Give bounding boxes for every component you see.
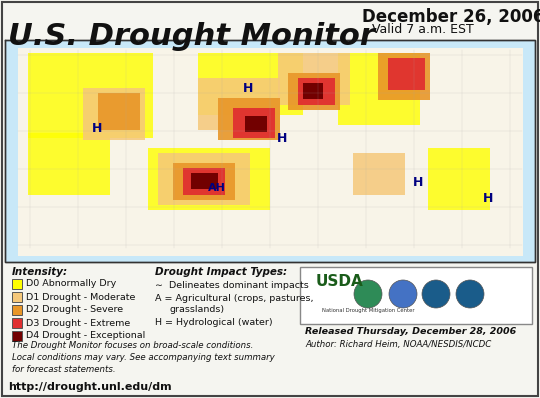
- Text: grasslands): grasslands): [169, 305, 224, 314]
- Text: Released Thursday, December 28, 2006: Released Thursday, December 28, 2006: [305, 327, 516, 336]
- Bar: [245, 116, 267, 132]
- Text: D0 Abnormally Dry: D0 Abnormally Dry: [26, 279, 116, 289]
- Circle shape: [422, 280, 450, 308]
- Text: Intensity:: Intensity:: [12, 267, 68, 277]
- Text: The Drought Monitor focuses on broad-scale conditions.
Local conditions may vary: The Drought Monitor focuses on broad-sca…: [12, 341, 275, 374]
- Text: December 26, 2006: December 26, 2006: [362, 8, 540, 26]
- Bar: [378, 53, 430, 100]
- Bar: [353, 153, 405, 195]
- Text: AH: AH: [208, 183, 226, 193]
- Bar: [5, 40, 535, 262]
- Text: H: H: [413, 176, 423, 189]
- Bar: [198, 78, 280, 130]
- Bar: [12, 331, 22, 341]
- Bar: [278, 53, 350, 105]
- Bar: [198, 53, 303, 115]
- Text: D4 Drought - Exceptional: D4 Drought - Exceptional: [26, 332, 145, 341]
- Bar: [173, 163, 235, 200]
- Bar: [300, 267, 532, 324]
- Text: U.S. Drought Monitor: U.S. Drought Monitor: [8, 22, 375, 51]
- Bar: [388, 58, 425, 90]
- Bar: [183, 168, 225, 195]
- Bar: [288, 73, 340, 110]
- Text: D2 Drought - Severe: D2 Drought - Severe: [26, 306, 123, 314]
- Text: H: H: [483, 191, 493, 205]
- Text: ∼  Delineates dominant impacts: ∼ Delineates dominant impacts: [155, 281, 309, 290]
- Bar: [428, 148, 490, 210]
- Bar: [18, 48, 523, 256]
- Text: H = Hydrological (water): H = Hydrological (water): [155, 318, 273, 327]
- Text: http://drought.unl.edu/dm: http://drought.unl.edu/dm: [8, 382, 172, 392]
- Bar: [303, 83, 323, 99]
- Bar: [83, 88, 145, 140]
- Bar: [12, 292, 22, 302]
- Text: Drought Impact Types:: Drought Impact Types:: [155, 267, 287, 277]
- Text: Valid 7 a.m. EST: Valid 7 a.m. EST: [372, 23, 474, 36]
- Bar: [191, 173, 218, 189]
- Text: A = Agricultural (crops, pastures,: A = Agricultural (crops, pastures,: [155, 294, 314, 303]
- Bar: [158, 153, 250, 205]
- Bar: [98, 93, 140, 130]
- Bar: [12, 318, 22, 328]
- Text: Author: Richard Heim, NOAA/NESDIS/NCDC: Author: Richard Heim, NOAA/NESDIS/NCDC: [305, 340, 491, 349]
- Bar: [28, 53, 153, 138]
- Circle shape: [354, 280, 382, 308]
- Text: D3 Drought - Extreme: D3 Drought - Extreme: [26, 318, 130, 328]
- Bar: [298, 78, 335, 105]
- Text: D1 Drought - Moderate: D1 Drought - Moderate: [26, 293, 136, 302]
- Bar: [12, 279, 22, 289]
- Bar: [218, 98, 280, 140]
- Text: H: H: [243, 82, 253, 94]
- Text: H: H: [92, 121, 102, 135]
- Circle shape: [389, 280, 417, 308]
- Circle shape: [456, 280, 484, 308]
- Bar: [338, 53, 420, 125]
- Text: H: H: [277, 131, 287, 144]
- Bar: [148, 148, 270, 210]
- Bar: [233, 108, 275, 138]
- Text: USDA: USDA: [316, 275, 364, 289]
- Bar: [28, 133, 110, 195]
- Text: National Drought Mitigation Center: National Drought Mitigation Center: [322, 308, 414, 313]
- Bar: [12, 305, 22, 315]
